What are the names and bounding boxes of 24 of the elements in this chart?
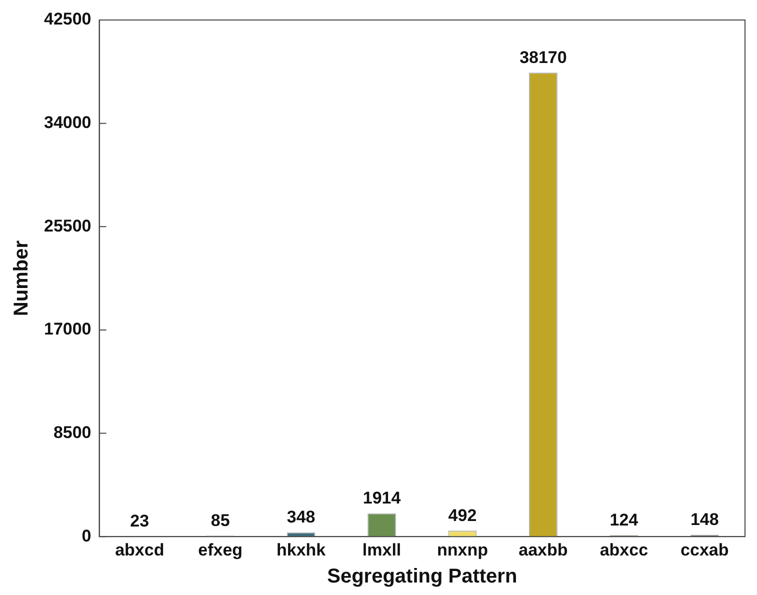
y-tick-label: 42500 (44, 10, 92, 29)
x-tick-label: ccxab (680, 540, 729, 560)
y-tick-label: 8500 (53, 422, 92, 442)
data-label: 23 (130, 512, 150, 531)
y-axis-title: Number (10, 240, 33, 316)
data-label: 148 (690, 510, 719, 529)
y-tick-label: 17000 (44, 320, 92, 339)
y-tick-label: 25500 (44, 216, 92, 236)
x-tick-label: efxeg (198, 540, 243, 560)
y-tick-label: 0 (82, 526, 92, 546)
data-label: 124 (610, 510, 639, 530)
x-tick-label: aaxbb (518, 540, 568, 560)
data-label: 38170 (520, 48, 567, 67)
x-tick-label: nnxnp (436, 540, 488, 560)
x-axis-title: Segregating Pattern (327, 566, 518, 588)
data-label: 1914 (362, 488, 402, 508)
x-tick-label: hkxhk (276, 540, 326, 560)
data-label: 85 (210, 510, 230, 530)
x-tick-label: lmxll (362, 540, 402, 560)
data-label: 492 (448, 506, 477, 525)
x-tick-label: abxcc (600, 540, 648, 560)
y-tick-label: 34000 (44, 113, 92, 132)
data-label: 348 (286, 508, 316, 527)
x-tick-label: abxcd (115, 540, 164, 560)
